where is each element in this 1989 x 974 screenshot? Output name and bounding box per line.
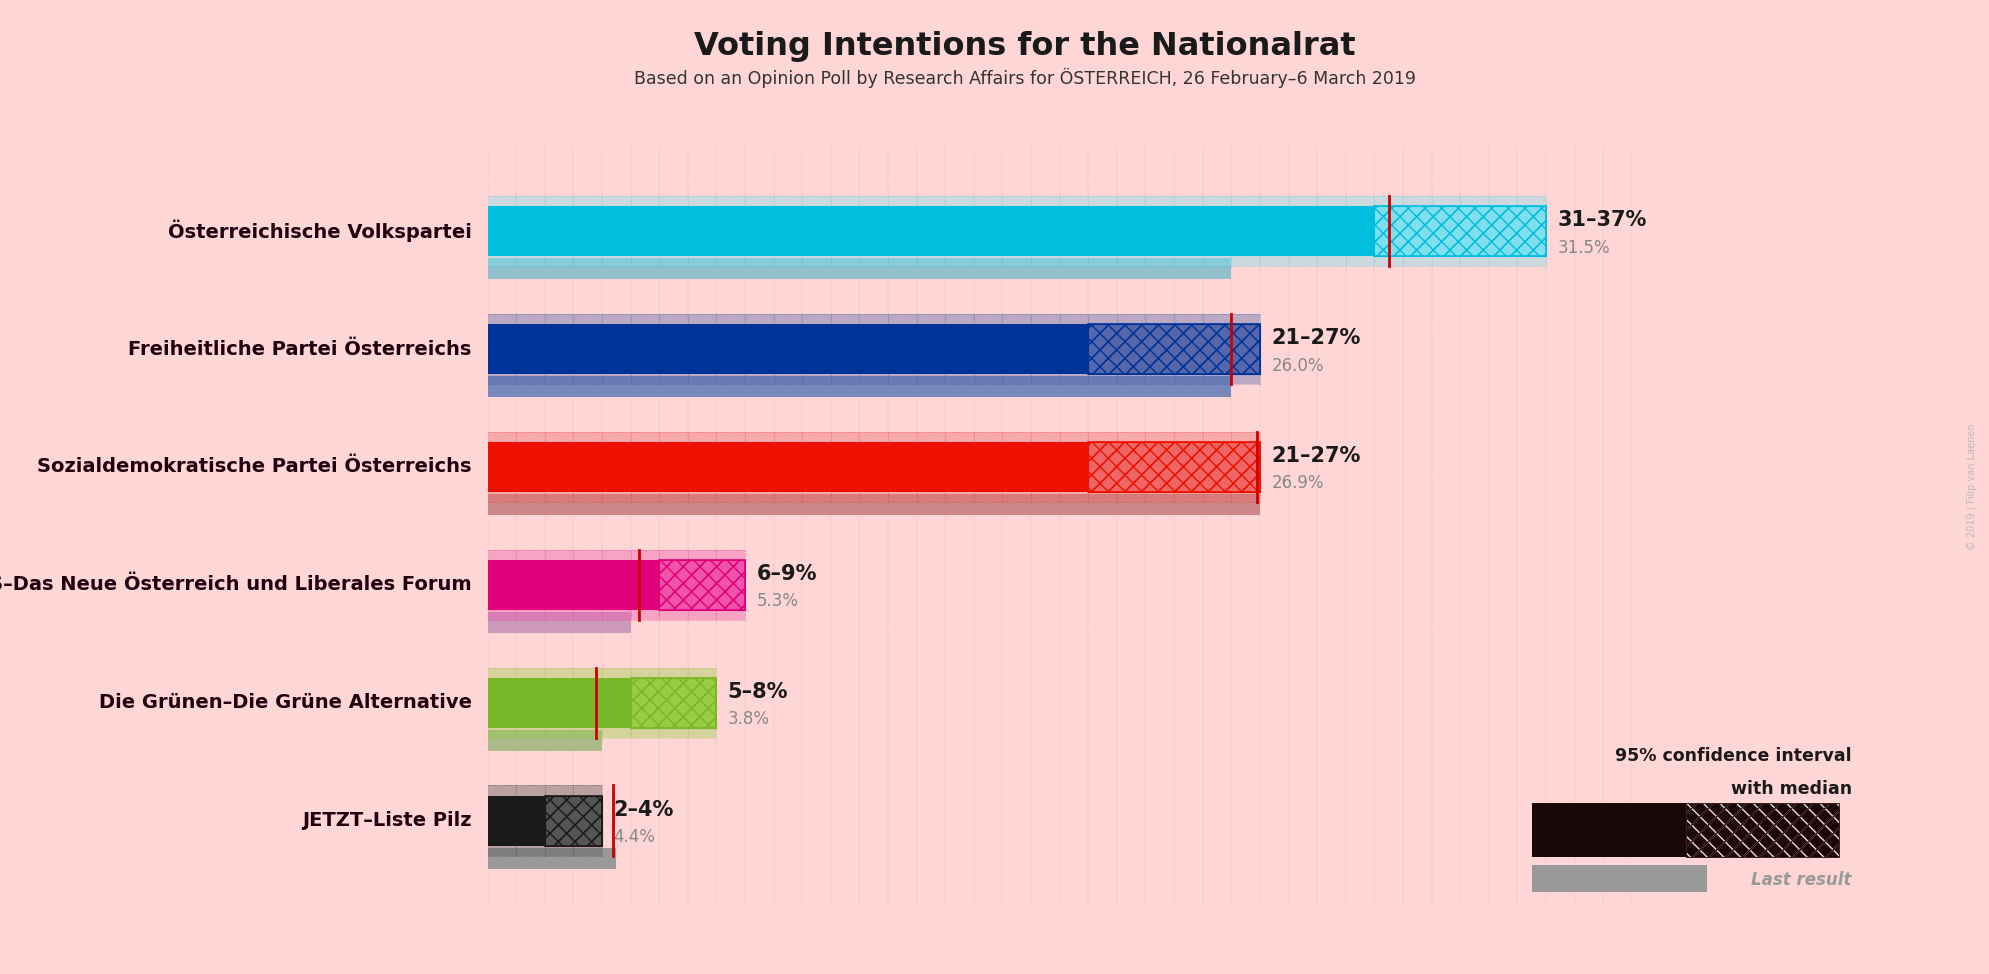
Text: Österreichische Volkspartei: Österreichische Volkspartei	[167, 220, 471, 243]
Bar	[487, 678, 631, 728]
Text: 31–37%: 31–37%	[1557, 210, 1647, 231]
Bar	[658, 560, 744, 610]
Text: 26.0%: 26.0%	[1271, 356, 1323, 375]
Bar	[487, 847, 617, 869]
Bar	[487, 730, 601, 751]
Bar	[658, 560, 744, 610]
Bar	[545, 796, 601, 845]
Bar	[1088, 442, 1259, 492]
Bar	[487, 549, 744, 620]
Bar	[1685, 803, 1838, 857]
Bar	[487, 431, 1259, 503]
Bar	[1088, 442, 1259, 492]
Bar	[1374, 206, 1545, 256]
Text: Based on an Opinion Poll by Research Affairs for ÖSTERREICH, 26 February–6 March: Based on an Opinion Poll by Research Aff…	[634, 68, 1414, 89]
Bar	[487, 196, 1545, 267]
Text: 21–27%: 21–27%	[1271, 328, 1360, 349]
Bar	[1685, 803, 1838, 857]
Bar	[545, 796, 601, 845]
Bar	[545, 796, 601, 845]
Bar	[1088, 324, 1259, 374]
Text: Voting Intentions for the Nationalrat: Voting Intentions for the Nationalrat	[694, 31, 1355, 62]
Text: 3.8%: 3.8%	[728, 710, 770, 729]
Text: 2–4%: 2–4%	[613, 801, 674, 820]
Bar	[1088, 442, 1259, 492]
Bar	[1088, 324, 1259, 374]
Text: NEOS–Das Neue Österreich und Liberales Forum: NEOS–Das Neue Österreich und Liberales F…	[0, 576, 471, 594]
Bar	[1532, 803, 1685, 857]
Text: JETZT–Liste Pilz: JETZT–Liste Pilz	[302, 811, 471, 831]
Text: 4.4%: 4.4%	[613, 829, 654, 846]
Bar	[631, 678, 716, 728]
Text: Last result: Last result	[1750, 872, 1852, 889]
Text: © 2019 | Filip van Laenen: © 2019 | Filip van Laenen	[1965, 424, 1977, 550]
Text: 5.3%: 5.3%	[756, 592, 798, 611]
Text: Die Grünen–Die Grüne Alternative: Die Grünen–Die Grüne Alternative	[99, 693, 471, 712]
Bar	[487, 376, 1231, 397]
Text: 5–8%: 5–8%	[728, 683, 788, 702]
Text: 31.5%: 31.5%	[1557, 239, 1609, 256]
Text: 26.9%: 26.9%	[1271, 474, 1323, 493]
Bar	[487, 785, 601, 856]
Bar	[1374, 206, 1545, 256]
Bar	[487, 206, 1374, 256]
Bar	[631, 678, 716, 728]
Text: 21–27%: 21–27%	[1271, 446, 1360, 467]
Bar	[487, 612, 631, 633]
Text: 95% confidence interval: 95% confidence interval	[1615, 747, 1852, 765]
Text: with median: with median	[1730, 780, 1852, 798]
Text: Freiheitliche Partei Österreichs: Freiheitliche Partei Österreichs	[127, 340, 471, 358]
Bar	[487, 560, 658, 610]
Bar	[487, 324, 1088, 374]
Bar	[487, 494, 1259, 515]
Bar	[487, 796, 545, 845]
Bar	[631, 678, 716, 728]
Bar	[1532, 865, 1707, 892]
Bar	[487, 667, 716, 738]
Bar	[487, 442, 1088, 492]
Bar	[487, 258, 1231, 280]
Bar	[1088, 324, 1259, 374]
Text: 6–9%: 6–9%	[756, 564, 817, 584]
Bar	[1374, 206, 1545, 256]
Text: Sozialdemokratische Partei Österreichs: Sozialdemokratische Partei Österreichs	[38, 458, 471, 476]
Bar	[487, 314, 1259, 385]
Bar	[658, 560, 744, 610]
